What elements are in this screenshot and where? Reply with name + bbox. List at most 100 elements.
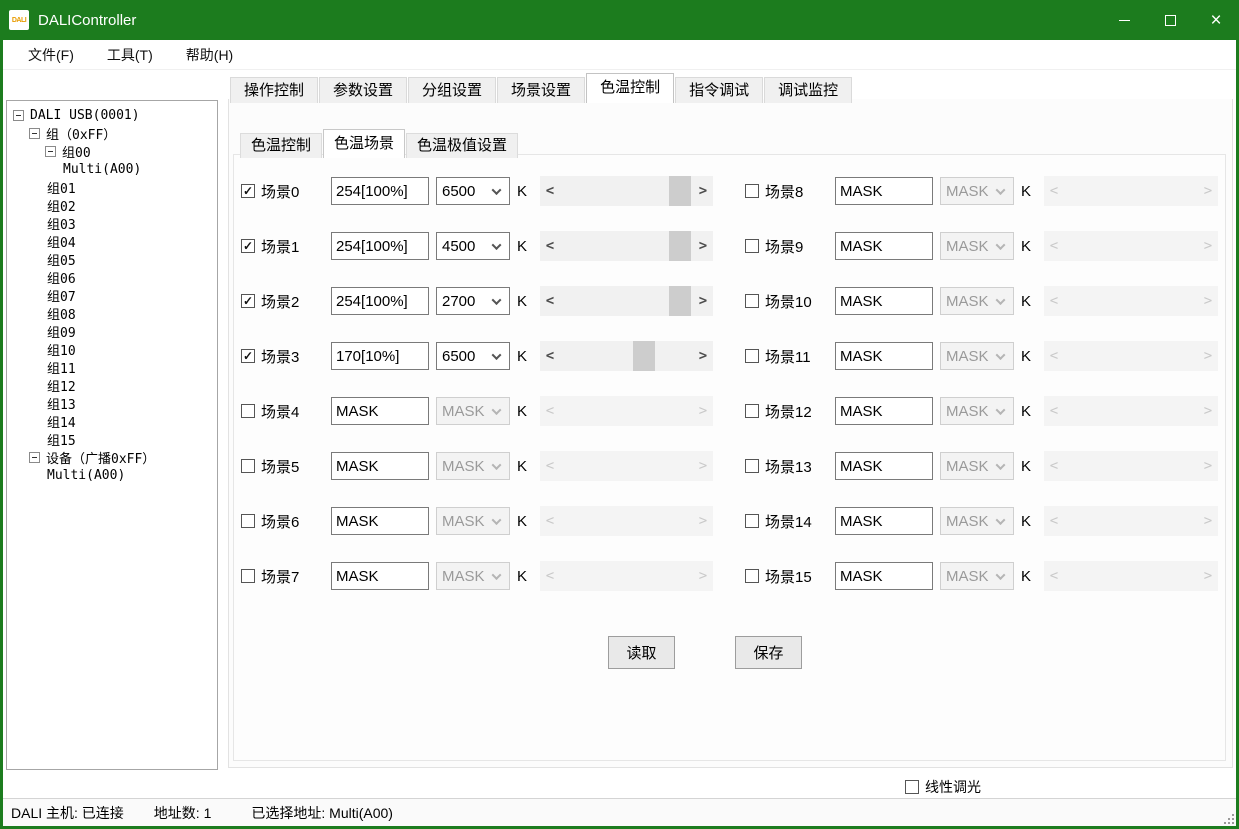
scrollbar-right-arrow[interactable]: > xyxy=(698,238,708,254)
scene-checkbox[interactable] xyxy=(745,184,759,198)
scene-value-input[interactable] xyxy=(331,232,429,260)
tree-expander-icon[interactable] xyxy=(13,109,24,121)
scene-checkbox[interactable] xyxy=(745,239,759,253)
scene-value-input[interactable] xyxy=(331,452,429,480)
cct-dropdown[interactable]: 6500 xyxy=(436,342,510,370)
tab-3[interactable]: 场景设置 xyxy=(497,77,586,103)
scene-checkbox[interactable] xyxy=(745,569,759,583)
scrollbar-left-arrow[interactable]: < xyxy=(545,293,555,309)
save-button[interactable]: 保存 xyxy=(735,636,802,669)
resize-grip[interactable] xyxy=(1223,813,1235,825)
scrollbar-thumb[interactable] xyxy=(668,286,691,316)
tree-node-label[interactable]: 设备（广播0xFF） xyxy=(46,451,156,467)
tree-node-label[interactable]: DALI USB(0001) xyxy=(30,107,140,123)
minimize-button[interactable] xyxy=(1101,0,1147,40)
scrollbar-right-arrow[interactable]: > xyxy=(698,183,708,199)
tree-node-label[interactable]: Multi(A00) xyxy=(47,467,126,483)
tree-node-label[interactable]: 组04 xyxy=(47,235,76,251)
tree-node-label[interactable]: 组02 xyxy=(47,199,76,215)
cct-dropdown[interactable]: 6500 xyxy=(436,177,510,205)
tab-1[interactable]: 参数设置 xyxy=(319,77,408,103)
scrollbar-track[interactable] xyxy=(560,341,693,371)
cct-scrollbar[interactable]: < > xyxy=(540,176,713,206)
scrollbar-right-arrow[interactable]: > xyxy=(698,348,708,364)
subtab-0[interactable]: 色温控制 xyxy=(240,133,323,158)
tree-expander-icon[interactable] xyxy=(29,451,40,463)
scene-value-input[interactable] xyxy=(331,342,429,370)
scrollbar-left-arrow[interactable]: < xyxy=(545,183,555,199)
tree-expander-icon[interactable] xyxy=(29,127,40,139)
scene-value-input[interactable] xyxy=(331,507,429,535)
scene-checkbox[interactable]: ✓ xyxy=(241,349,255,363)
scrollbar-left-arrow[interactable]: < xyxy=(545,238,555,254)
scene-checkbox[interactable] xyxy=(241,459,255,473)
tree-node-label[interactable]: 组01 xyxy=(47,181,76,197)
menu-help[interactable]: 帮助(H) xyxy=(185,46,234,63)
scrollbar-track[interactable] xyxy=(560,231,693,261)
scene-value-input[interactable] xyxy=(835,452,933,480)
menu-file[interactable]: 文件(F) xyxy=(28,46,74,63)
scene-checkbox[interactable] xyxy=(745,459,759,473)
scrollbar-thumb[interactable] xyxy=(668,176,691,206)
scene-checkbox[interactable] xyxy=(241,514,255,528)
cct-dropdown[interactable]: 4500 xyxy=(436,232,510,260)
scene-value-input[interactable] xyxy=(331,397,429,425)
tree-node-label[interactable]: 组09 xyxy=(47,325,76,341)
scene-checkbox[interactable] xyxy=(745,404,759,418)
menu-tools[interactable]: 工具(T) xyxy=(106,46,153,63)
tree-node-label[interactable]: 组（0xFF） xyxy=(46,127,117,143)
tree-node-label[interactable]: 组13 xyxy=(47,397,76,413)
tree-node-label[interactable]: 组15 xyxy=(47,433,76,449)
tree-node-label[interactable]: 组03 xyxy=(47,217,76,233)
tab-2[interactable]: 分组设置 xyxy=(408,77,497,103)
tree-node-label[interactable]: 组00 xyxy=(62,145,91,161)
scene-checkbox[interactable] xyxy=(241,404,255,418)
scene-value-input[interactable] xyxy=(835,397,933,425)
scene-checkbox[interactable]: ✓ xyxy=(241,294,255,308)
cct-scrollbar[interactable]: < > xyxy=(540,231,713,261)
subtab-2[interactable]: 色温极值设置 xyxy=(406,133,519,158)
tree-expander-icon[interactable] xyxy=(45,145,56,157)
tree-node-label[interactable]: 组06 xyxy=(47,271,76,287)
read-button[interactable]: 读取 xyxy=(608,636,675,669)
tab-5[interactable]: 指令调试 xyxy=(675,77,764,103)
scene-value-input[interactable] xyxy=(835,562,933,590)
scene-value-input[interactable] xyxy=(835,177,933,205)
scene-value-input[interactable] xyxy=(331,177,429,205)
scene-checkbox[interactable] xyxy=(241,569,255,583)
scrollbar-right-arrow[interactable]: > xyxy=(698,293,708,309)
tree-node-label[interactable]: 组12 xyxy=(47,379,76,395)
scene-value-input[interactable] xyxy=(331,287,429,315)
scrollbar-track[interactable] xyxy=(560,176,693,206)
tab-4[interactable]: 色温控制 xyxy=(586,73,675,103)
cct-scrollbar[interactable]: < > xyxy=(540,341,713,371)
tree-node-label[interactable]: 组11 xyxy=(47,361,76,377)
scene-value-input[interactable] xyxy=(835,507,933,535)
tab-0[interactable]: 操作控制 xyxy=(230,77,319,103)
scene-value-input[interactable] xyxy=(835,232,933,260)
scrollbar-left-arrow[interactable]: < xyxy=(545,348,555,364)
tree-node-label[interactable]: Multi(A00) xyxy=(63,161,142,177)
scene-checkbox[interactable] xyxy=(745,294,759,308)
tree-node-label[interactable]: 组10 xyxy=(47,343,76,359)
tab-6[interactable]: 调试监控 xyxy=(764,77,853,103)
scrollbar-thumb[interactable] xyxy=(668,231,691,261)
scene-checkbox[interactable]: ✓ xyxy=(241,184,255,198)
close-button[interactable]: × xyxy=(1193,0,1239,40)
linear-dimming-checkbox[interactable] xyxy=(905,780,919,794)
scene-value-input[interactable] xyxy=(835,287,933,315)
tree-node-label[interactable]: 组05 xyxy=(47,253,76,269)
cct-dropdown[interactable]: 2700 xyxy=(436,287,510,315)
tree-node-label[interactable]: 组08 xyxy=(47,307,76,323)
maximize-button[interactable] xyxy=(1147,0,1193,40)
scrollbar-thumb[interactable] xyxy=(633,341,656,371)
scene-value-input[interactable] xyxy=(331,562,429,590)
scrollbar-track[interactable] xyxy=(560,286,693,316)
scene-checkbox[interactable]: ✓ xyxy=(241,239,255,253)
scene-checkbox[interactable] xyxy=(745,514,759,528)
subtab-1[interactable]: 色温场景 xyxy=(323,129,406,158)
tree-node-label[interactable]: 组14 xyxy=(47,415,76,431)
scene-value-input[interactable] xyxy=(835,342,933,370)
tree-node-label[interactable]: 组07 xyxy=(47,289,76,305)
cct-scrollbar[interactable]: < > xyxy=(540,286,713,316)
